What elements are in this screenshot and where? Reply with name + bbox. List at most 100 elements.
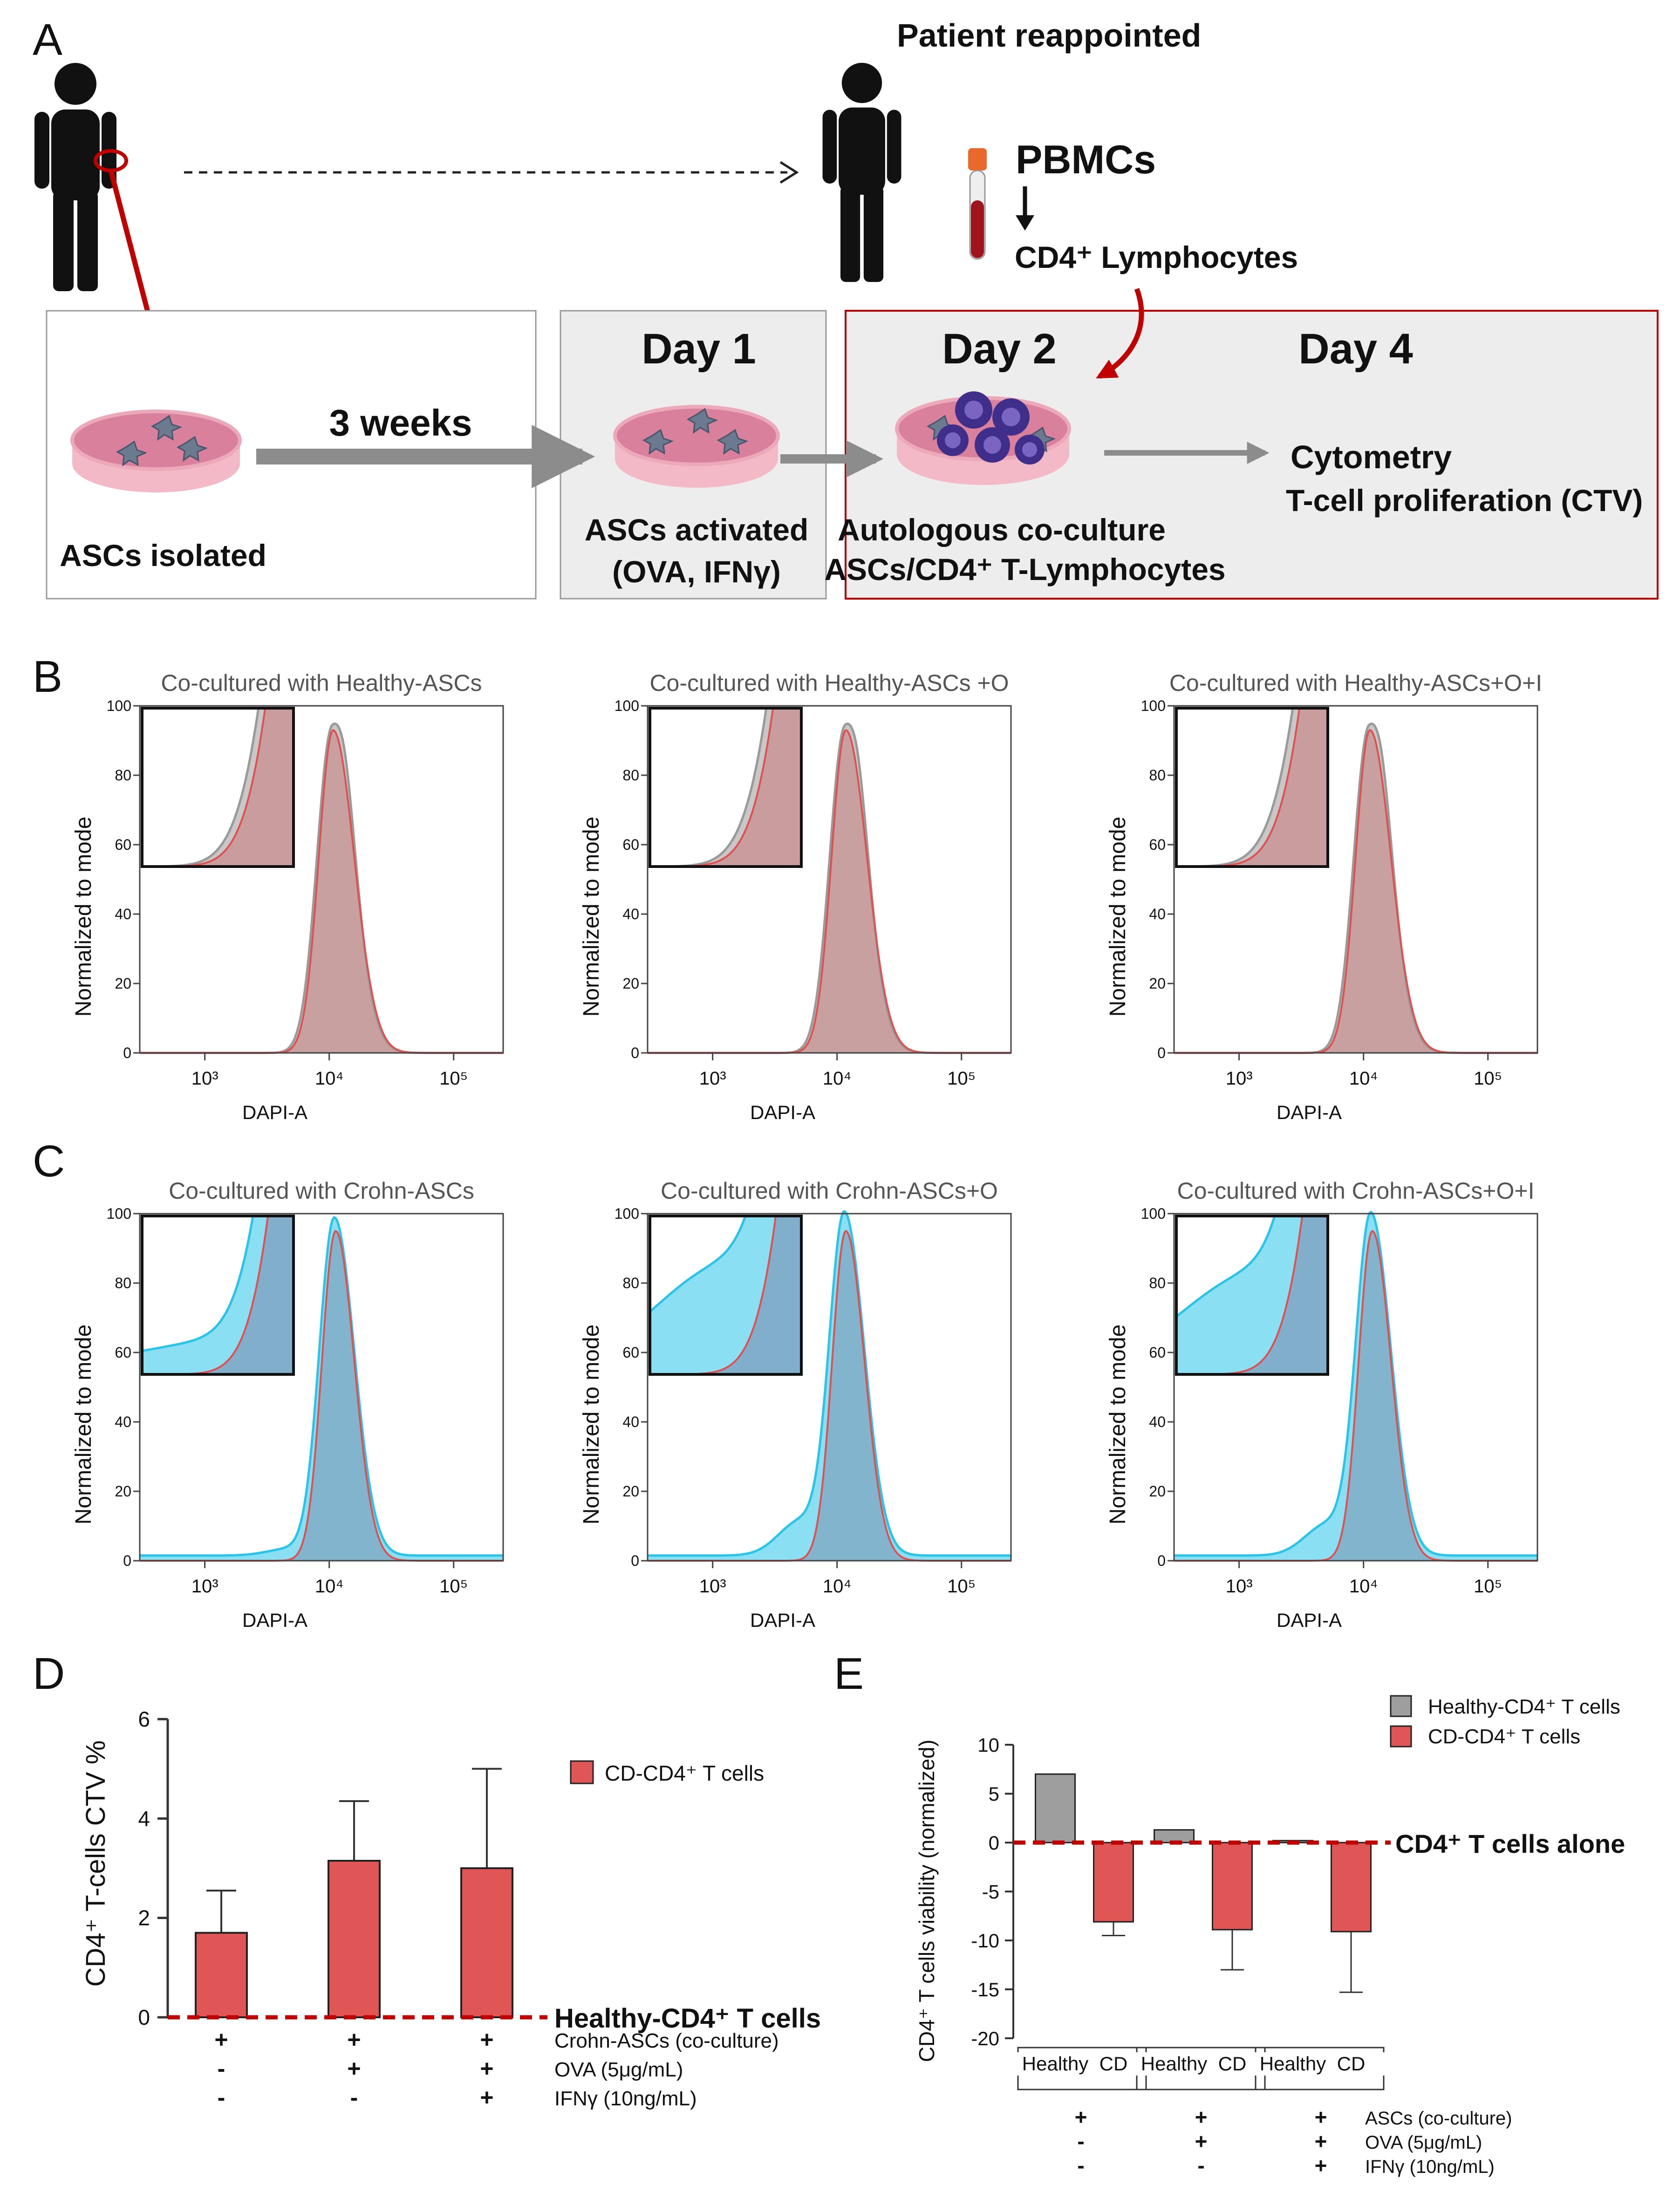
treated-histogram-fill — [648, 1231, 1011, 1561]
y-tick-label: 40 — [115, 906, 131, 922]
control-histogram-line — [1174, 1210, 1537, 1557]
panel-b-label: B — [33, 652, 62, 702]
y-tick-label: 60 — [115, 836, 131, 853]
group-bracket-top — [1255, 2047, 1385, 2052]
blood-tube-icon — [968, 148, 987, 260]
condition-sign: - — [1197, 2153, 1204, 2178]
y-tick-label: 0 — [1157, 1552, 1166, 1569]
condition-sign: - — [218, 2056, 225, 2082]
reference-line-label: CD4⁺ T cells alone — [1395, 1829, 1625, 1858]
y-tick-label: 0 — [123, 1552, 131, 1569]
histogram-c-2: Co-cultured with Crohn-ASCs+O 0 20 40 60 80 10… — [579, 1178, 1012, 1631]
condition-sign: + — [1315, 2105, 1327, 2129]
panel-d-bar-chart: 0 2 4 6 CD4⁺ T-cells CTV % Healthy-CD4⁺ T cel… — [81, 1707, 821, 2110]
condition-label: IFNγ (10ng/mL) — [554, 2087, 697, 2110]
category-label: Healthy — [1260, 2053, 1326, 2075]
legend-label-cd: CD-CD4⁺ T cells — [1428, 1725, 1580, 1748]
inset-control-line — [650, 1216, 747, 1313]
inset-treated-fill — [1176, 1216, 1328, 1374]
inset-frame — [141, 1215, 295, 1376]
petri-dish-isolated — [70, 410, 242, 492]
category-label: CD — [1337, 2053, 1366, 2075]
inset-treated-fill — [142, 1216, 294, 1374]
condition-label: IFNγ (10ng/mL) — [1365, 2157, 1495, 2177]
inset-frame — [141, 707, 295, 868]
inset-treated-fill — [142, 708, 294, 867]
inset-control-line — [142, 1216, 254, 1352]
bar-cd — [1212, 1842, 1253, 1931]
histogram-title: Co-cultured with Crohn-ASCs — [169, 1178, 474, 1204]
histogram-title: Co-cultured with Crohn-ASCs+O — [661, 1178, 998, 1204]
condition-sign: - — [350, 2084, 358, 2110]
y-axis-label: CD4⁺ T-cells CTV % — [81, 1740, 111, 1987]
y-tick-label: 0 — [631, 1552, 639, 1569]
x-axis-label: DAPI-A — [1277, 1101, 1342, 1123]
inset-treated-fill — [650, 708, 801, 867]
y-tick-label: 80 — [1149, 1275, 1166, 1291]
category-label: CD — [1218, 2053, 1247, 2075]
y-axis-label: Normalized to mode — [1106, 817, 1130, 1017]
y-tick-label: 10 — [977, 1734, 999, 1756]
histogram-title: Co-cultured with Crohn-ASCs+O+I — [1177, 1178, 1535, 1204]
y-tick-label: 5 — [989, 1783, 999, 1805]
y-tick-label: 100 — [1141, 697, 1166, 714]
y-tick-label: 0 — [631, 1045, 639, 1061]
y-tick-label: 80 — [115, 767, 131, 784]
dashed-arrow-head — [779, 161, 799, 184]
legend-swatch-healthy — [1390, 1695, 1412, 1717]
legend-swatch-cd — [1390, 1725, 1412, 1748]
condition-sign: + — [1315, 2153, 1327, 2178]
panel-e-label: E — [834, 1649, 864, 1699]
plot-frame — [139, 705, 504, 1054]
x-tick-label: 10⁴ — [1349, 1576, 1378, 1597]
y-tick-label: 0 — [989, 1832, 999, 1854]
x-tick-label: 10⁴ — [315, 1576, 344, 1597]
y-tick-label: 40 — [1149, 1414, 1166, 1430]
treated-histogram-fill — [140, 1231, 503, 1561]
x-tick-label: 10⁵ — [1474, 1576, 1502, 1597]
patient-reappointed-label: Patient reappointed — [897, 17, 1201, 54]
control-histogram-fill — [1174, 1212, 1537, 1561]
condition-sign: + — [1195, 2129, 1208, 2153]
inset-zoom — [1175, 1215, 1329, 1376]
y-tick-label: 100 — [615, 697, 639, 714]
y-tick-label: 40 — [622, 906, 639, 922]
y-axis-label: Normalized to mode — [579, 1325, 604, 1525]
plot-frame — [1173, 1213, 1538, 1562]
group-bracket-bottom — [1255, 2076, 1385, 2090]
histogram-grid: Co-cultured with Healthy-ASCs 0 20 40 60 80 10… — [71, 670, 1542, 1631]
inset-control-line — [1176, 1216, 1276, 1318]
inset-curves — [1176, 1216, 1328, 1374]
category-label: Healthy — [1022, 2053, 1088, 2075]
reference-line-label: Healthy-CD4⁺ T cells — [554, 2003, 821, 2034]
day2-label: Day 2 — [942, 325, 1057, 373]
condition-sign: + — [1075, 2105, 1087, 2129]
x-tick-label: 10⁵ — [439, 1068, 468, 1089]
y-axis-label: Normalized to mode — [71, 817, 96, 1017]
y-tick-label: 100 — [107, 697, 131, 714]
x-tick-label: 10⁴ — [1349, 1068, 1378, 1089]
panel-a-label: A — [33, 15, 62, 65]
inset-frame — [1175, 1215, 1329, 1376]
y-tick-label: -15 — [971, 1979, 999, 2001]
histogram-b-2: Co-cultured with Healthy-ASCs +O 0 20 40 60 8… — [579, 670, 1012, 1123]
condition-sign: + — [480, 2084, 493, 2110]
legend-label-healthy: Healthy-CD4⁺ T cells — [1428, 1695, 1620, 1718]
histogram-c-1: Co-cultured with Crohn-ASCs 0 20 40 60 80 100 1… — [71, 1178, 504, 1631]
bar-cd — [1093, 1842, 1134, 1923]
bar — [195, 1932, 248, 2018]
y-tick-label: 100 — [1141, 1205, 1166, 1222]
patient-icon-left — [34, 63, 116, 291]
x-tick-label: 10³ — [1226, 1576, 1253, 1597]
histogram-title: Co-cultured with Healthy-ASCs — [161, 670, 482, 696]
panel-d-label: D — [33, 1649, 65, 1699]
category-label: CD — [1100, 2053, 1128, 2075]
three-weeks-label: 3 weeks — [329, 402, 472, 444]
y-axis-label: Normalized to mode — [1106, 1325, 1130, 1525]
inset-curves — [650, 708, 801, 867]
condition-sign: + — [480, 2056, 493, 2082]
treated-histogram-fill — [1174, 730, 1537, 1053]
inset-zoom — [141, 707, 295, 868]
x-axis-label: DAPI-A — [750, 1101, 815, 1123]
condition-label: Crohn-ASCs (co-culture) — [554, 2029, 779, 2052]
